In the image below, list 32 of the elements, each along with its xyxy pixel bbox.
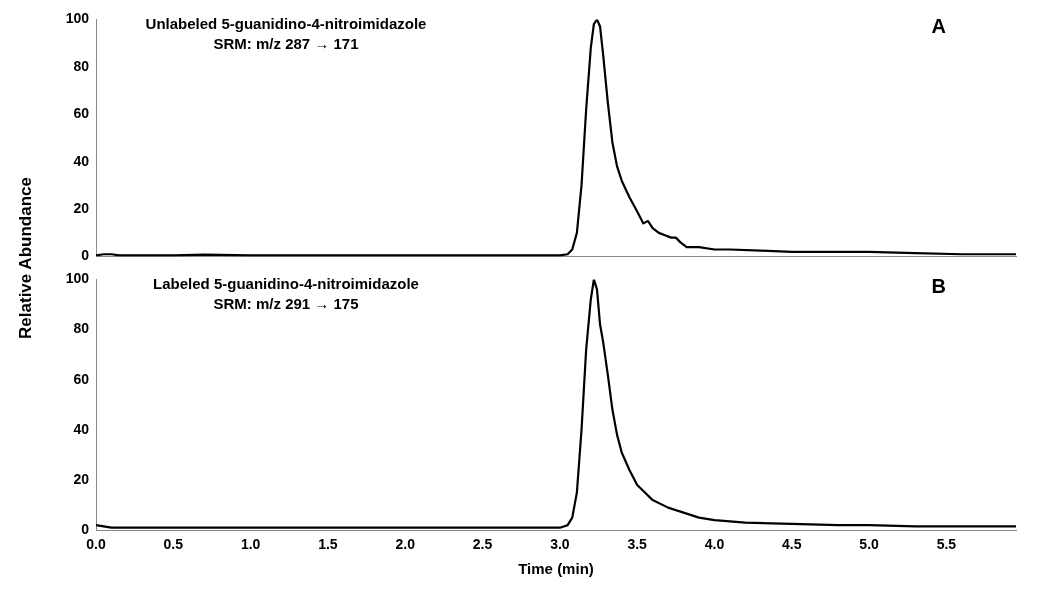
y-tick-label: 20 (73, 470, 90, 487)
x-tick-label: 3.5 (627, 536, 648, 553)
chart-title: B (931, 274, 946, 297)
x-tick-label: 3.0 (550, 536, 570, 553)
annotation: SRM: m/z 291 → 175 (213, 295, 359, 313)
y-tick-label: 60 (73, 370, 90, 387)
y-tick-label: 0 (81, 247, 90, 264)
y-tick-label: 100 (65, 270, 90, 287)
annotation: Labeled 5-guanidino-4-nitroimidazole (153, 275, 419, 293)
x-tick-label: 5.5 (936, 536, 957, 553)
y-tick-label: 80 (73, 320, 90, 337)
annotation: Unlabeled 5-guanidino-4-nitroimidazole (145, 15, 427, 33)
x-tick-label: 0.0 (86, 536, 106, 553)
y-tick-label: 0 (81, 521, 90, 538)
y-tick-label: 60 (73, 105, 90, 122)
x-tick-label: 1.0 (240, 536, 261, 553)
x-tick-label: 5.0 (859, 536, 880, 553)
x-axis-title: Time (min) (518, 560, 594, 578)
y-tick-label: 40 (73, 152, 90, 169)
x-tick-label: 4.0 (704, 536, 725, 553)
x-tick-label: 4.5 (782, 536, 802, 553)
y-tick-label: 80 (73, 57, 90, 74)
y-axis-title: Relative Abundance (16, 177, 36, 339)
annotation: SRM: m/z 287 → 171 (213, 35, 359, 53)
x-tick-label: 1.5 (318, 536, 338, 553)
chart-title: A (931, 14, 946, 37)
x-tick-label: 2.5 (472, 536, 493, 553)
x-tick-label: 2.0 (395, 536, 416, 553)
x-tick-label: 0.5 (163, 536, 184, 553)
y-tick-label: 20 (73, 200, 90, 217)
y-tick-label: 100 (65, 10, 90, 27)
y-tick-label: 40 (73, 420, 90, 437)
